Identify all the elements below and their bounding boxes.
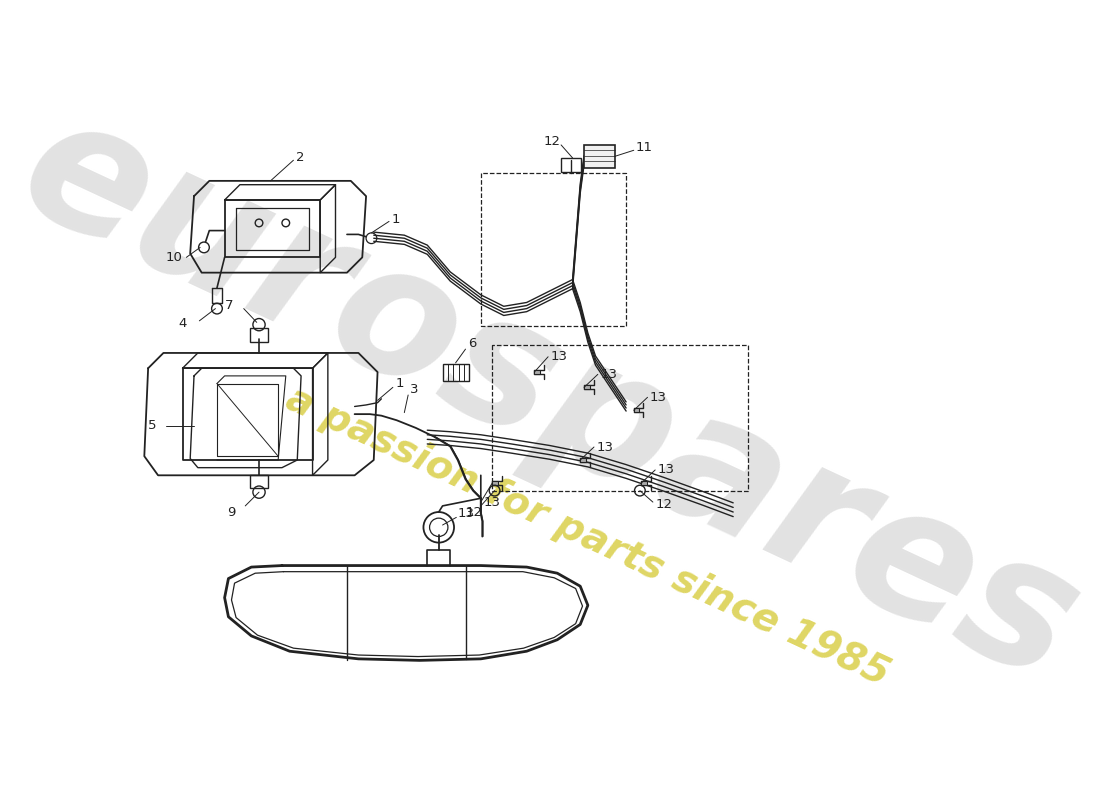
Bar bbox=[641, 481, 647, 485]
Text: 13: 13 bbox=[601, 368, 617, 381]
Text: 13: 13 bbox=[483, 495, 500, 509]
Text: 13: 13 bbox=[650, 391, 667, 404]
Text: 10: 10 bbox=[166, 251, 183, 264]
Text: 9: 9 bbox=[227, 506, 235, 518]
Bar bbox=[250, 475, 268, 487]
Text: 6: 6 bbox=[468, 338, 476, 350]
Bar bbox=[535, 370, 540, 374]
Text: 12: 12 bbox=[543, 135, 561, 148]
Bar bbox=[584, 145, 615, 168]
Bar bbox=[442, 365, 470, 382]
Text: 5: 5 bbox=[148, 419, 156, 432]
Text: 13: 13 bbox=[658, 463, 674, 477]
Text: 7: 7 bbox=[226, 299, 234, 312]
Text: 12: 12 bbox=[465, 506, 483, 518]
Text: 4: 4 bbox=[178, 318, 187, 330]
Text: 13: 13 bbox=[550, 350, 568, 363]
Text: 1: 1 bbox=[392, 213, 399, 226]
Text: 2: 2 bbox=[296, 151, 305, 165]
Text: 1: 1 bbox=[395, 377, 404, 390]
Bar bbox=[634, 408, 639, 412]
Text: 12: 12 bbox=[656, 498, 672, 511]
Text: eurospares: eurospares bbox=[0, 78, 1100, 720]
Text: 13: 13 bbox=[596, 441, 614, 454]
Text: 3: 3 bbox=[410, 383, 419, 396]
Text: 13: 13 bbox=[458, 507, 475, 520]
Bar bbox=[580, 458, 585, 462]
Text: 11: 11 bbox=[636, 142, 653, 154]
Text: a passion for parts since 1985: a passion for parts since 1985 bbox=[280, 379, 895, 694]
Bar bbox=[250, 329, 268, 342]
Bar bbox=[584, 386, 590, 390]
Bar bbox=[561, 158, 581, 172]
Bar bbox=[493, 481, 498, 485]
